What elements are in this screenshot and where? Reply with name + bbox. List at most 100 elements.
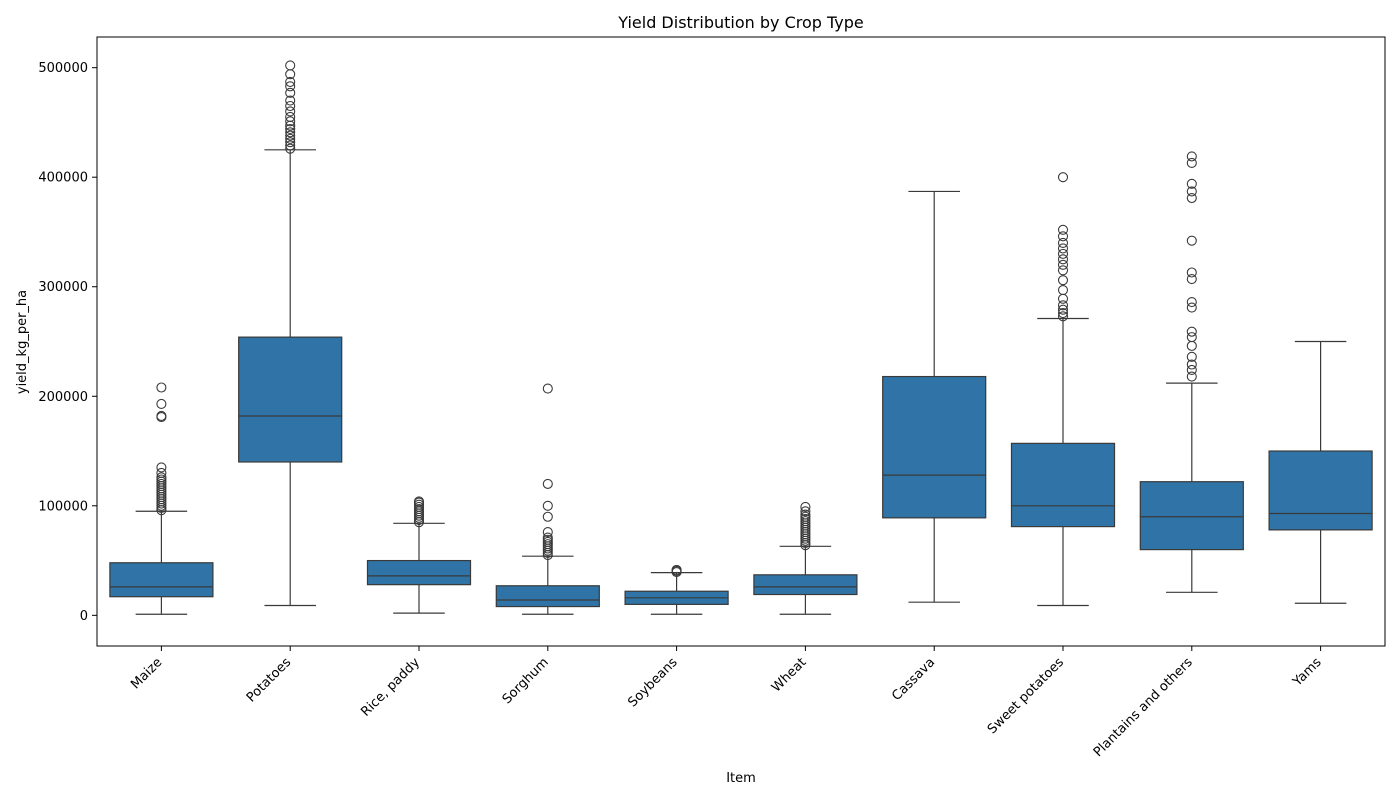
box-group bbox=[1010, 172, 1116, 607]
outlier-point bbox=[1186, 178, 1197, 189]
outlier-point bbox=[1057, 248, 1069, 259]
y-tick-label: 300000 bbox=[38, 280, 88, 295]
y-tick-label: 0 bbox=[80, 609, 88, 624]
outlier-point bbox=[285, 106, 296, 117]
outlier-point bbox=[800, 509, 811, 520]
iqr-box bbox=[1139, 481, 1244, 551]
outlier-point bbox=[285, 143, 296, 154]
iqr-box bbox=[238, 336, 343, 463]
outlier-point bbox=[1057, 284, 1069, 296]
outlier-point bbox=[800, 501, 811, 512]
outlier-point bbox=[1186, 340, 1197, 351]
x-tick-label: Plantains and others bbox=[1091, 655, 1196, 760]
outlier-point bbox=[1057, 311, 1069, 322]
box-group bbox=[753, 501, 858, 615]
iqr-box bbox=[1268, 450, 1373, 531]
outlier-point bbox=[1186, 235, 1197, 246]
outlier-point bbox=[156, 467, 167, 478]
outlier-point bbox=[1186, 192, 1197, 204]
outlier-point bbox=[1057, 254, 1069, 265]
x-tick-label: Sorghum bbox=[500, 655, 552, 707]
outlier-point bbox=[542, 527, 553, 538]
iqr-box bbox=[1010, 442, 1116, 528]
chart-title: Yield Distribution by Crop Type bbox=[617, 13, 864, 32]
outlier-point bbox=[1057, 172, 1069, 183]
plot-area bbox=[109, 60, 1373, 615]
x-tick-label: Sweet potatoes bbox=[985, 655, 1067, 737]
outlier-point bbox=[1186, 302, 1197, 313]
outlier-point bbox=[285, 81, 296, 92]
box-group bbox=[238, 60, 343, 607]
box-group bbox=[882, 190, 987, 603]
outlier-point bbox=[542, 511, 553, 522]
iqr-box bbox=[109, 562, 214, 598]
y-tick-label: 100000 bbox=[38, 499, 88, 514]
outlier-point bbox=[1186, 297, 1197, 308]
outlier-point bbox=[156, 462, 167, 473]
outlier-point bbox=[1186, 151, 1197, 162]
outlier-point bbox=[800, 506, 811, 517]
outlier-point bbox=[1186, 371, 1197, 382]
outlier-point bbox=[1186, 351, 1197, 362]
iqr-box bbox=[495, 585, 600, 608]
outlier-point bbox=[1186, 326, 1197, 337]
outlier-point bbox=[1186, 359, 1197, 370]
outlier-point bbox=[156, 382, 167, 393]
x-tick-label: Cassava bbox=[889, 655, 938, 704]
outlier-point bbox=[542, 500, 553, 511]
outlier-point bbox=[1057, 265, 1069, 276]
outlier-point bbox=[285, 140, 296, 151]
plot-frame bbox=[96, 36, 1386, 647]
x-tick-label: Rice, paddy bbox=[358, 655, 423, 720]
y-axis-title: yield_kg_per_ha bbox=[15, 290, 30, 394]
box-group bbox=[624, 564, 729, 615]
y-axis: 0 100000 200000 300000 400000 500000 bbox=[38, 61, 97, 624]
x-tick-label: Yams bbox=[1290, 655, 1325, 690]
outlier-point bbox=[1186, 332, 1197, 343]
outlier-point bbox=[285, 87, 296, 98]
outlier-point bbox=[285, 95, 296, 106]
box-group bbox=[495, 383, 600, 615]
box-group bbox=[366, 496, 472, 614]
x-tick-label: Soybeans bbox=[625, 655, 680, 710]
outlier-point bbox=[1057, 243, 1069, 254]
iqr-box bbox=[366, 559, 472, 586]
outlier-point bbox=[1057, 275, 1069, 286]
iqr-box bbox=[882, 375, 987, 519]
iqr-box bbox=[753, 574, 858, 596]
outlier-point bbox=[1057, 259, 1069, 270]
outlier-point bbox=[1186, 364, 1197, 376]
outlier-point bbox=[542, 532, 553, 543]
outlier-point bbox=[285, 60, 296, 71]
outlier-point bbox=[1186, 267, 1197, 278]
box-group bbox=[109, 382, 214, 615]
outlier-point bbox=[285, 130, 296, 141]
outlier-point bbox=[1057, 304, 1069, 315]
outlier-point bbox=[285, 76, 296, 87]
outlier-point bbox=[285, 116, 296, 127]
outlier-point bbox=[1057, 293, 1069, 304]
outlier-point bbox=[1057, 231, 1069, 242]
outlier-point bbox=[1057, 237, 1069, 248]
outlier-point bbox=[671, 564, 682, 575]
y-tick-label: 400000 bbox=[38, 171, 88, 186]
x-axis-title: Item bbox=[726, 771, 756, 786]
x-tick-label: Potatoes bbox=[244, 655, 295, 706]
outlier-point bbox=[285, 137, 296, 148]
outlier-point bbox=[285, 133, 296, 144]
outlier-point bbox=[156, 410, 167, 422]
y-tick-label: 200000 bbox=[38, 390, 88, 405]
outlier-point bbox=[1186, 274, 1197, 285]
outlier-point bbox=[1057, 224, 1069, 235]
outlier-point bbox=[1186, 186, 1197, 197]
outlier-point bbox=[1057, 300, 1069, 311]
outlier-point bbox=[542, 478, 553, 489]
outlier-point bbox=[1186, 157, 1197, 169]
outlier-point bbox=[413, 496, 425, 507]
outlier-point bbox=[285, 127, 296, 138]
outlier-point bbox=[285, 111, 296, 123]
box-group bbox=[1268, 340, 1373, 604]
outlier-point bbox=[285, 123, 296, 135]
